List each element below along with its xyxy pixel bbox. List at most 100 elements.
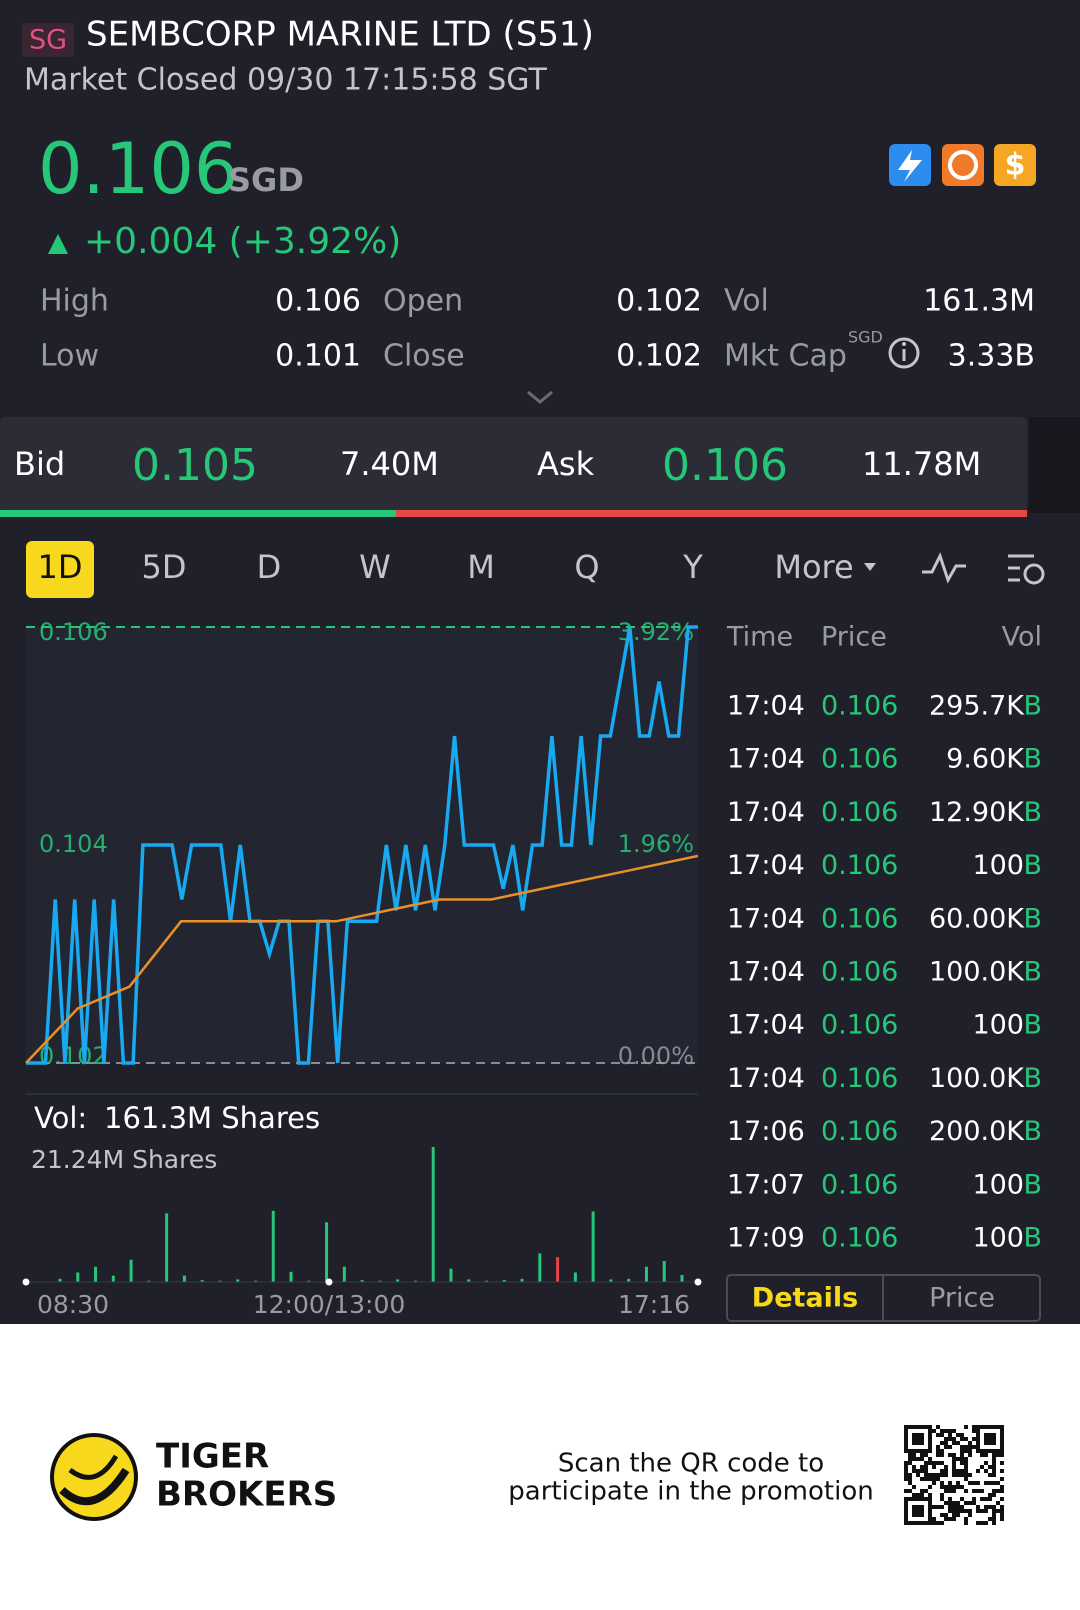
qr-module <box>968 1449 972 1453</box>
qr-module <box>944 1489 948 1493</box>
volume-bar <box>307 1280 311 1282</box>
qr-module <box>944 1429 948 1433</box>
qr-module <box>964 1437 968 1441</box>
volume-bar <box>200 1280 204 1282</box>
details-button[interactable]: Details <box>752 1283 858 1314</box>
volume-bar <box>485 1280 489 1282</box>
trade-side: B <box>1023 903 1042 934</box>
qr-module <box>932 1477 936 1481</box>
qr-module <box>912 1457 916 1461</box>
qr-module <box>960 1453 964 1457</box>
tab[interactable]: Y <box>682 548 703 586</box>
volume-bar <box>680 1275 684 1282</box>
qr-module <box>932 1429 936 1433</box>
volume-bar <box>325 1222 329 1282</box>
qr-module <box>908 1453 912 1457</box>
qr-module <box>956 1509 960 1513</box>
qr-module <box>956 1513 960 1517</box>
qr-module <box>944 1513 948 1517</box>
trade-vol: 100 <box>972 1169 1024 1200</box>
tab[interactable]: Q <box>574 548 599 586</box>
qr-code <box>904 1425 1004 1525</box>
qr-module <box>992 1465 996 1469</box>
qr-module <box>920 1477 924 1481</box>
qr-module <box>968 1441 972 1445</box>
qr-module <box>932 1461 936 1465</box>
qr-finder <box>912 1505 924 1517</box>
qr-module <box>932 1481 936 1485</box>
qr-module <box>984 1481 988 1485</box>
qr-module <box>944 1517 948 1521</box>
qr-module <box>960 1445 964 1449</box>
qr-module <box>924 1489 928 1493</box>
qr-module <box>960 1473 964 1477</box>
qr-module <box>948 1481 952 1485</box>
qr-finder <box>984 1433 996 1445</box>
tab[interactable]: 5D <box>142 548 187 586</box>
qr-module <box>964 1509 968 1513</box>
stat-cell: Low <box>40 339 99 374</box>
qr-module <box>948 1485 952 1489</box>
qr-module <box>904 1489 908 1493</box>
qr-module <box>972 1437 976 1441</box>
volume-bar <box>644 1266 648 1282</box>
qr-module <box>928 1461 932 1465</box>
volume-bar <box>342 1266 346 1282</box>
tab[interactable]: More <box>774 548 853 586</box>
qr-module <box>964 1461 968 1465</box>
tab[interactable]: M <box>467 548 495 586</box>
qr-module <box>936 1477 940 1481</box>
qr-module <box>952 1469 956 1473</box>
title: SEMBCORP MARINE LTD (S51) <box>86 15 594 55</box>
qr-module <box>920 1457 924 1461</box>
trade-time: 17:09 <box>727 1223 805 1254</box>
qr-module <box>972 1489 976 1493</box>
volume-bar <box>147 1280 151 1282</box>
price-button[interactable]: Price <box>929 1283 995 1314</box>
trade-time: 17:04 <box>727 903 805 934</box>
volume-max: 21.24M Shares <box>31 1145 217 1174</box>
qr-module <box>964 1469 968 1473</box>
tab[interactable]: D <box>257 548 282 586</box>
stat-cell: High <box>40 284 109 319</box>
trade-time: 17:07 <box>727 1169 805 1200</box>
trade-price: 0.106 <box>821 1223 898 1254</box>
trade-time: 17:04 <box>727 691 805 722</box>
qr-module <box>976 1489 980 1493</box>
tab[interactable]: W <box>359 548 391 586</box>
volume-total: 161.3M Shares <box>104 1101 320 1135</box>
qr-module <box>956 1433 960 1437</box>
qr-module <box>988 1481 992 1485</box>
tab[interactable]: 1D <box>38 548 83 586</box>
qr-module <box>984 1521 988 1525</box>
qr-module <box>940 1521 944 1525</box>
bid-size: 7.40M <box>340 445 439 483</box>
logo-stripe <box>59 1467 130 1506</box>
trade-vol: 100.0K <box>929 957 1025 988</box>
qr-module <box>960 1469 964 1473</box>
qr-module <box>964 1449 968 1453</box>
qr-module <box>916 1493 920 1497</box>
volume-bar <box>449 1268 453 1282</box>
qr-module <box>952 1453 956 1457</box>
trade-time: 17:04 <box>727 797 805 828</box>
volume-bar <box>502 1280 506 1282</box>
qr-module <box>1000 1489 1004 1493</box>
qr-module <box>980 1465 984 1469</box>
trade-side: B <box>1023 1116 1042 1147</box>
qr-module <box>964 1489 968 1493</box>
trade-side: B <box>1023 1010 1042 1041</box>
currency: SGD <box>228 161 304 199</box>
tab-active-bg <box>26 541 94 598</box>
trades-header: Time <box>726 622 793 653</box>
qr-module <box>948 1497 952 1501</box>
qr-module <box>960 1485 964 1489</box>
qr-module <box>964 1501 968 1505</box>
time-dot <box>325 1278 333 1286</box>
qr-module <box>940 1473 944 1477</box>
qr-module <box>992 1493 996 1497</box>
brand: BROKERS <box>156 1475 337 1515</box>
trade-vol: 295.7K <box>929 691 1025 722</box>
qr-module <box>1000 1509 1004 1513</box>
